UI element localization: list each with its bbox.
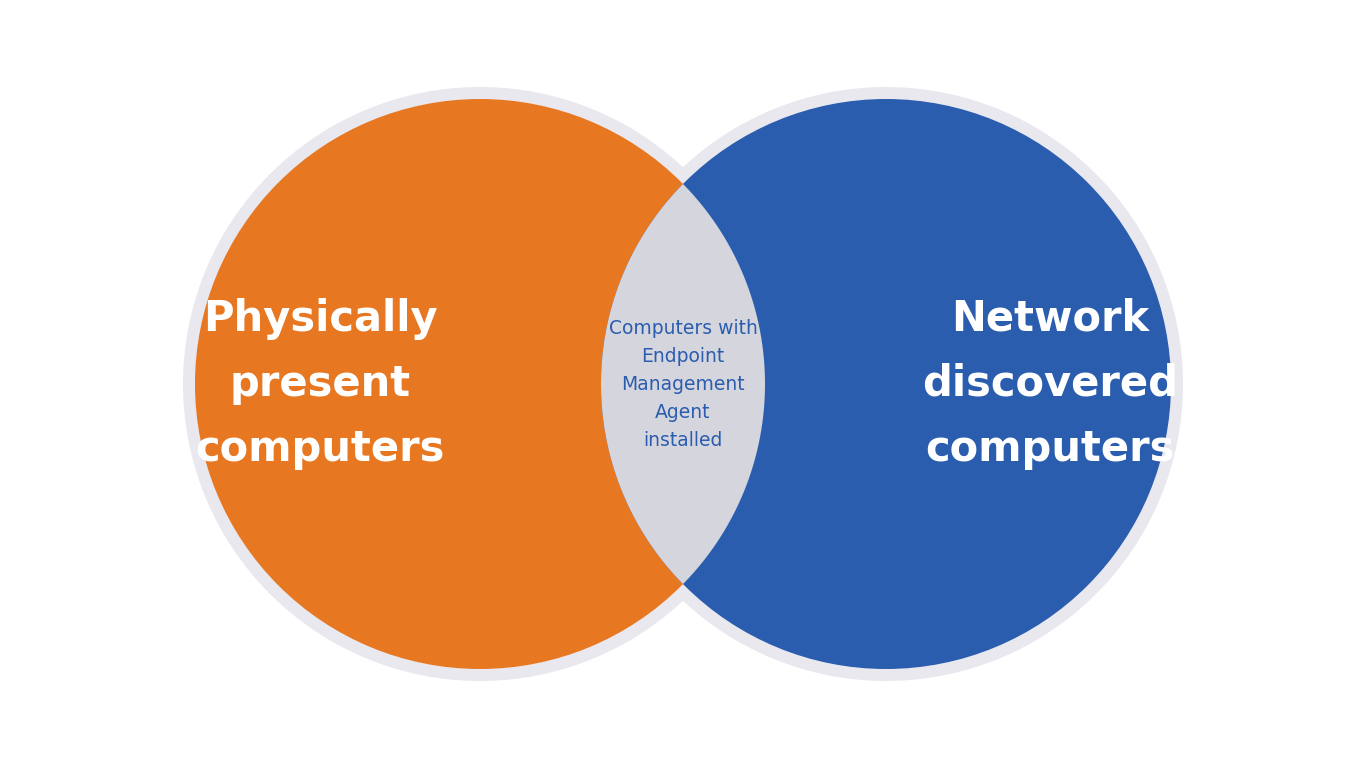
Circle shape: [589, 87, 1183, 681]
Circle shape: [601, 99, 1171, 669]
Circle shape: [183, 87, 777, 681]
Text: Physically
present
computers: Physically present computers: [195, 298, 445, 470]
Circle shape: [195, 99, 765, 669]
Text: Computers with
Endpoint
Management
Agent
installed: Computers with Endpoint Management Agent…: [609, 319, 757, 449]
Polygon shape: [601, 184, 765, 584]
Text: Network
discovered
computers: Network discovered computers: [922, 298, 1177, 470]
